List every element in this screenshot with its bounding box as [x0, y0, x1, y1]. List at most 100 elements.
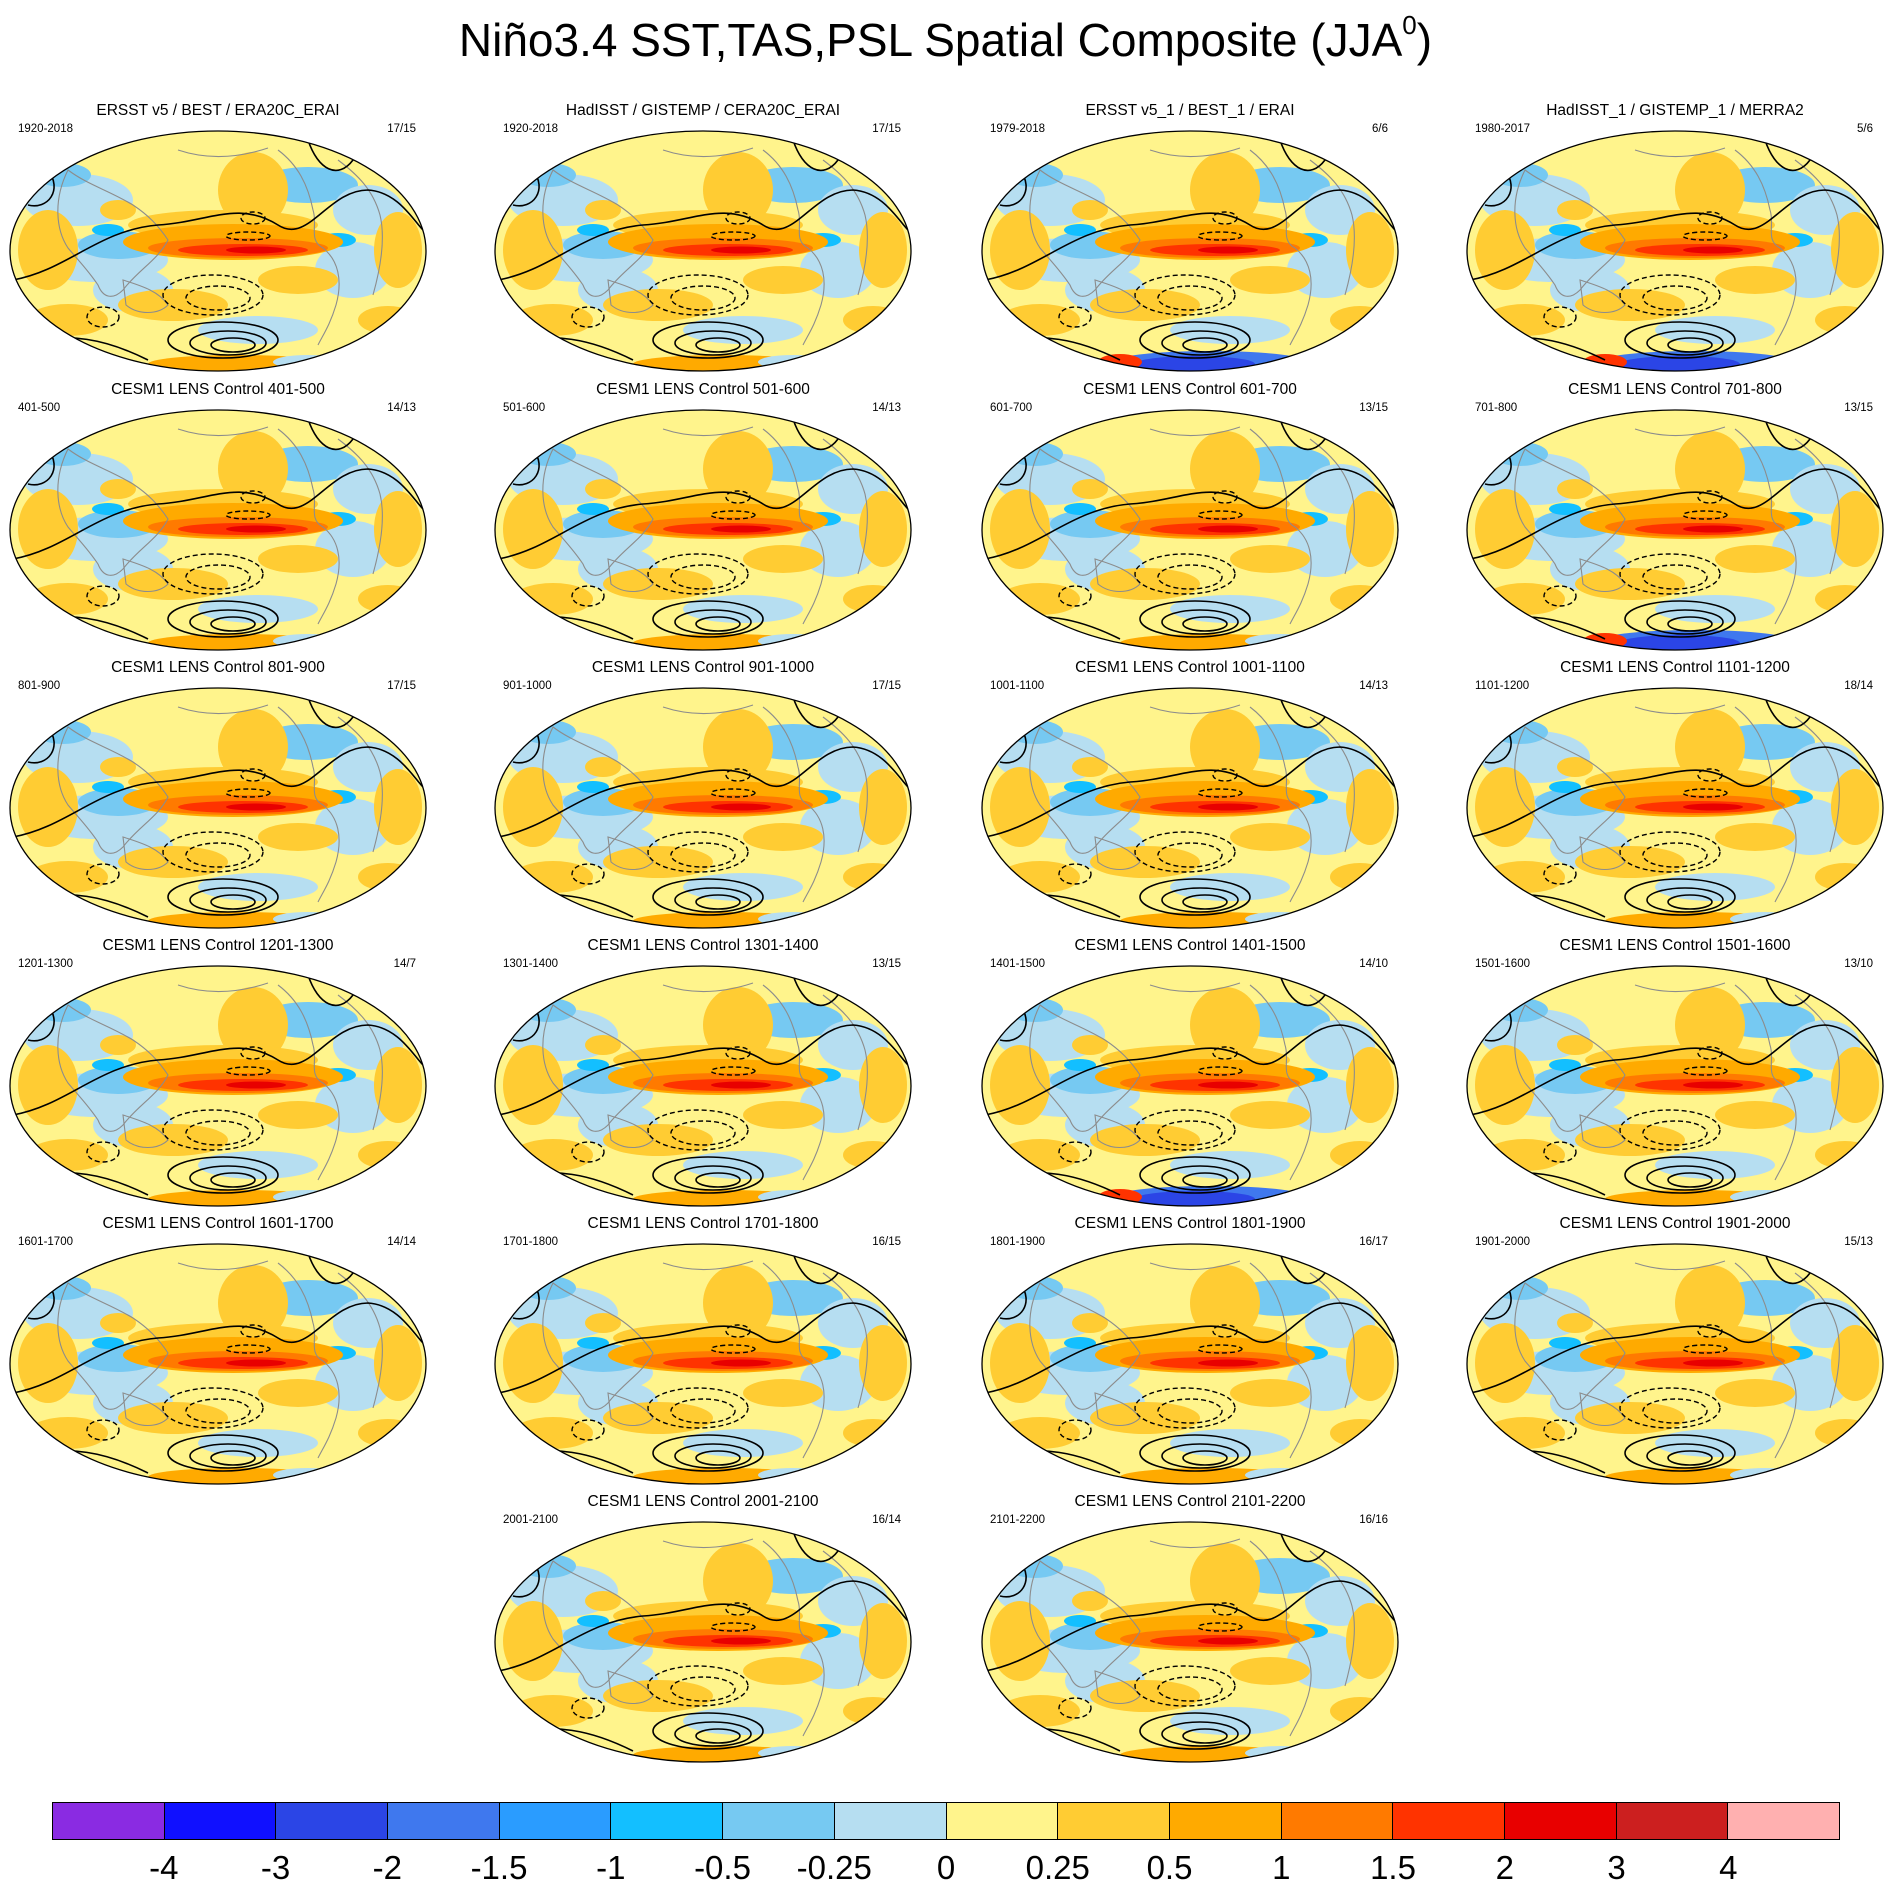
map-outline	[494, 965, 912, 1207]
warm-anomaly	[226, 525, 286, 533]
panel-title: CESM1 LENS Control 1401-1500	[1074, 937, 1306, 954]
psl-contour	[792, 696, 839, 729]
colorbar-box	[946, 1803, 1059, 1839]
psl-contour	[185, 842, 251, 868]
warm-anomaly	[513, 1417, 593, 1449]
warm-anomaly	[100, 200, 136, 220]
panel-count-label: 13/15	[872, 958, 901, 970]
coastline	[1794, 438, 1841, 575]
psl-contour	[225, 1344, 271, 1354]
warm-anomaly	[258, 1379, 338, 1407]
warm-anomaly	[226, 803, 286, 811]
psl-contour	[1543, 863, 1577, 885]
cool-anomaly	[92, 1059, 124, 1071]
warm-anomaly	[1346, 491, 1394, 567]
psl-contour	[240, 1046, 266, 1060]
polar-anomaly	[758, 634, 828, 648]
warm-anomaly	[1198, 525, 1258, 533]
warm-anomaly	[1198, 246, 1258, 254]
warm-anomaly	[1230, 1101, 1310, 1129]
psl-contour	[1646, 609, 1724, 635]
panel-title: CESM1 LENS Control 1001-1100	[1075, 659, 1305, 676]
psl-contour	[1058, 306, 1092, 328]
coastline	[1634, 1260, 1726, 1271]
panel-period-label: 1801-1900	[990, 1236, 1045, 1248]
map-panel: CESM1 LENS Control 1201-1300 1201-1300 14/…	[8, 937, 428, 1207]
warm-anomaly	[18, 210, 78, 290]
coastline	[177, 982, 269, 993]
psl-contour	[1469, 746, 1881, 838]
cool-anomaly	[1170, 1707, 1290, 1735]
psl-contour	[1161, 1721, 1239, 1747]
psl-contour	[1642, 1398, 1708, 1424]
psl-contour	[1543, 1419, 1577, 1441]
coastline	[1029, 726, 1141, 854]
panel-period-label: 1501-1600	[1475, 958, 1530, 970]
psl-contour	[185, 285, 251, 311]
psl-contour	[1624, 321, 1736, 359]
psl-contour	[674, 1165, 752, 1191]
psl-contour	[647, 831, 749, 873]
warm-anomaly	[1072, 200, 1108, 220]
warm-anomaly	[1575, 568, 1685, 600]
warm-anomaly	[711, 525, 771, 533]
robinson-map	[981, 965, 1399, 1207]
coastline	[762, 149, 825, 346]
coastline	[662, 147, 754, 158]
coastline	[822, 994, 869, 1131]
colorbar-tick-label: 1.5	[1370, 1849, 1416, 1886]
polar-anomaly	[1730, 912, 1800, 926]
coastline	[1514, 1004, 1626, 1132]
colorbar-box	[499, 1803, 612, 1839]
warm-anomaly	[859, 212, 907, 288]
warm-anomaly	[1683, 525, 1743, 533]
panel-title: CESM1 LENS Control 1601-1700	[102, 1215, 334, 1232]
coastline	[1149, 704, 1241, 715]
coastline	[57, 1282, 169, 1410]
warm-anomaly	[1831, 212, 1879, 288]
panel-count-label: 6/6	[1372, 123, 1388, 135]
panel-period-label: 2101-2200	[990, 1514, 1045, 1526]
warm-anomaly	[743, 1657, 823, 1685]
psl-contour	[240, 490, 266, 504]
psl-contour	[674, 1443, 752, 1469]
psl-contour	[240, 211, 266, 225]
warm-anomaly	[1198, 1637, 1258, 1645]
colorbar-box	[1616, 1803, 1729, 1839]
warm-anomaly	[743, 823, 823, 851]
cool-anomaly	[1064, 1337, 1096, 1349]
coastline	[177, 426, 269, 437]
cool-anomaly	[1064, 781, 1096, 793]
title-close: )	[1416, 14, 1433, 66]
cool-anomaly	[1064, 1615, 1096, 1627]
warm-anomaly	[100, 757, 136, 777]
psl-contour	[984, 189, 1396, 281]
map-outline	[9, 409, 427, 651]
psl-contour	[1197, 1622, 1243, 1632]
psl-contour	[652, 1712, 764, 1750]
psl-contour	[1161, 1443, 1239, 1469]
panel-period-label: 1979-2018	[990, 123, 1045, 135]
warm-anomaly	[118, 568, 228, 600]
psl-contour	[1764, 974, 1811, 1007]
warm-anomaly	[1072, 757, 1108, 777]
cool-anomaly	[683, 1429, 803, 1457]
psl-contour	[1161, 887, 1239, 913]
psl-contour	[1646, 887, 1724, 913]
warm-anomaly	[1346, 212, 1394, 288]
map-outline	[9, 130, 427, 372]
psl-contour	[1619, 1109, 1721, 1151]
psl-contour	[210, 616, 256, 632]
polar-anomaly	[758, 1468, 828, 1482]
cool-anomaly	[577, 1615, 609, 1627]
psl-contour	[695, 894, 741, 910]
warm-anomaly	[1346, 1047, 1394, 1123]
warm-anomaly	[374, 1325, 422, 1401]
warm-anomaly	[503, 1045, 563, 1125]
coastline	[762, 1262, 825, 1459]
coastline	[1734, 149, 1797, 346]
map-panel: CESM1 LENS Control 1901-2000 1901-2000 15/…	[1465, 1215, 1885, 1485]
warm-anomaly	[1090, 846, 1200, 878]
warm-anomaly	[28, 1139, 108, 1171]
warm-anomaly	[1072, 479, 1108, 499]
